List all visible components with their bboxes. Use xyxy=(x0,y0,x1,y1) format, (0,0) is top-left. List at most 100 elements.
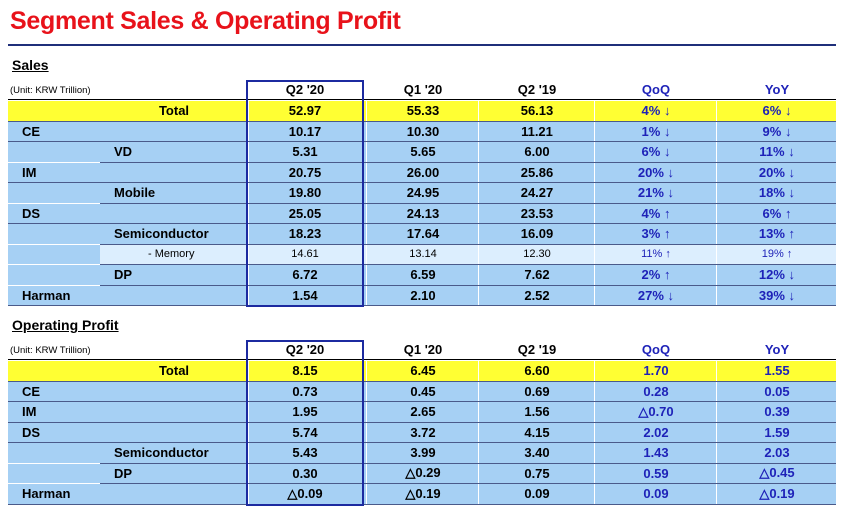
op-harman-yoy: △0.19 xyxy=(759,485,795,501)
column-separator xyxy=(248,422,249,442)
column-separator xyxy=(478,361,479,381)
column-separator xyxy=(366,285,367,305)
sales-label-total: Total xyxy=(158,103,190,119)
column-separator xyxy=(478,381,479,401)
row-divider xyxy=(100,161,836,163)
column-separator xyxy=(478,285,479,305)
op-total-q1-20: 6.45 xyxy=(410,363,436,379)
column-separator xyxy=(478,265,479,285)
sales-label-semiconductor: Semiconductor xyxy=(114,226,209,242)
sales-row-vd: VD 5.31 5.65 6.00 6% ↓ 11% ↓ xyxy=(8,142,836,163)
sales-ds-qoq: 4% ↑ xyxy=(641,205,671,221)
column-separator xyxy=(594,162,595,182)
row-divider xyxy=(8,305,836,306)
op-dp-q2-20: 0.30 xyxy=(292,465,318,481)
column-separator xyxy=(366,121,367,141)
op-total-q2-20: 8.15 xyxy=(292,363,318,379)
sales-ce-qoq: 1% ↓ xyxy=(641,123,671,139)
op-row-ds: DS 5.74 3.72 4.15 2.02 1.59 xyxy=(8,422,836,443)
row-divider xyxy=(8,141,836,142)
row-divider xyxy=(8,401,836,402)
column-separator xyxy=(716,142,717,162)
op-semiconductor-qoq: 1.43 xyxy=(643,445,669,461)
sales-ce-q1-20: 10.30 xyxy=(406,123,440,139)
column-separator xyxy=(594,121,595,141)
op-dp-qoq: 0.59 xyxy=(643,465,669,481)
op-ce-q1-20: 0.45 xyxy=(410,383,436,399)
column-separator xyxy=(478,142,479,162)
sales-semiconductor-qoq: 3% ↑ xyxy=(641,226,671,242)
column-separator xyxy=(248,183,249,203)
sales-ds-yoy: 6% ↑ xyxy=(762,205,792,221)
sales-semiconductor-q2-19: 16.09 xyxy=(520,226,554,242)
column-separator xyxy=(594,463,595,483)
column-separator xyxy=(478,101,479,121)
row-divider xyxy=(100,483,836,484)
op-dp-q1-20: △0.29 xyxy=(405,465,441,481)
column-separator xyxy=(594,203,595,223)
column-separator xyxy=(716,285,717,305)
column-separator xyxy=(716,121,717,141)
title-divider xyxy=(8,44,836,46)
column-separator xyxy=(716,443,717,463)
sales-row-total: Total 52.97 55.33 56.13 4% ↓ 6% ↓ xyxy=(8,101,836,122)
sales-header-divider xyxy=(8,99,836,100)
column-separator xyxy=(366,422,367,442)
sales-vd-yoy: 11% ↓ xyxy=(759,144,795,160)
column-separator xyxy=(366,443,367,463)
sales-label-mobile: Mobile xyxy=(114,185,156,201)
sales-im-q2-20: 20.75 xyxy=(288,164,322,180)
op-row-harman: Harman △0.09 △0.19 0.09 0.09 △0.19 xyxy=(8,484,836,505)
sales-col-yoy: YoY xyxy=(764,82,790,97)
column-separator xyxy=(716,463,717,483)
op-semiconductor-q2-20: 5.43 xyxy=(292,445,318,461)
sales-memory-q2-19: 12.30 xyxy=(523,248,551,261)
op-im-q2-20: 1.95 xyxy=(292,404,318,420)
column-separator xyxy=(248,381,249,401)
column-separator xyxy=(594,484,595,504)
column-separator xyxy=(594,285,595,305)
op-harman-qoq: 0.09 xyxy=(643,486,669,502)
row-divider xyxy=(8,223,836,224)
column-separator xyxy=(716,361,717,381)
sales-vd-q2-20: 5.31 xyxy=(292,144,318,160)
column-separator xyxy=(248,224,249,244)
column-separator xyxy=(366,402,367,422)
column-separator xyxy=(716,101,717,121)
op-ds-yoy: 1.59 xyxy=(764,424,790,440)
sales-row-dp: DP 6.72 6.59 7.62 2% ↑ 12% ↓ xyxy=(8,265,836,286)
sales-row-mobile: Mobile 19.80 24.95 24.27 21% ↓ 18% ↓ xyxy=(8,183,836,204)
op-unit-label: (Unit: KRW Trillion) xyxy=(10,345,91,356)
sales-label-ce: CE xyxy=(22,123,41,139)
sales-unit-label: (Unit: KRW Trillion) xyxy=(10,85,91,96)
op-row-semiconductor: Semiconductor 5.43 3.99 3.40 1.43 2.03 xyxy=(8,443,836,464)
sales-col-q2-20: Q2 '20 xyxy=(285,82,325,97)
row-divider xyxy=(8,182,836,183)
sales-row-ds: DS 25.05 24.13 23.53 4% ↑ 6% ↑ xyxy=(8,203,836,224)
sales-memory-yoy: 19% ↑ xyxy=(761,248,793,261)
row-divider xyxy=(8,421,836,423)
column-separator xyxy=(366,265,367,285)
column-separator xyxy=(594,265,595,285)
column-separator xyxy=(366,142,367,162)
op-col-q2-20: Q2 '20 xyxy=(285,342,325,357)
sales-row-memory: - Memory 14.61 13.14 12.30 11% ↑ 19% ↑ xyxy=(8,244,836,265)
row-divider xyxy=(100,243,836,245)
column-separator xyxy=(478,463,479,483)
sales-ce-q2-19: 11.21 xyxy=(521,123,553,139)
column-separator xyxy=(366,484,367,504)
sales-im-qoq: 20% ↓ xyxy=(637,164,675,180)
column-separator xyxy=(248,463,249,483)
op-label-harman: Harman xyxy=(22,486,71,502)
sales-ce-yoy: 9% ↓ xyxy=(762,123,792,139)
sales-label-vd: VD xyxy=(114,144,133,160)
sales-harman-q2-20: 1.54 xyxy=(292,287,318,303)
column-separator xyxy=(366,463,367,483)
column-separator xyxy=(594,142,595,162)
op-row-im: IM 1.95 2.65 1.56 △0.70 0.39 xyxy=(8,402,836,423)
op-dp-yoy: △0.45 xyxy=(759,465,795,481)
sales-dp-yoy: 12% ↓ xyxy=(758,267,796,283)
sales-label-ds: DS xyxy=(22,205,41,221)
row-divider xyxy=(8,442,836,443)
op-harman-q1-20: △0.19 xyxy=(405,485,441,501)
